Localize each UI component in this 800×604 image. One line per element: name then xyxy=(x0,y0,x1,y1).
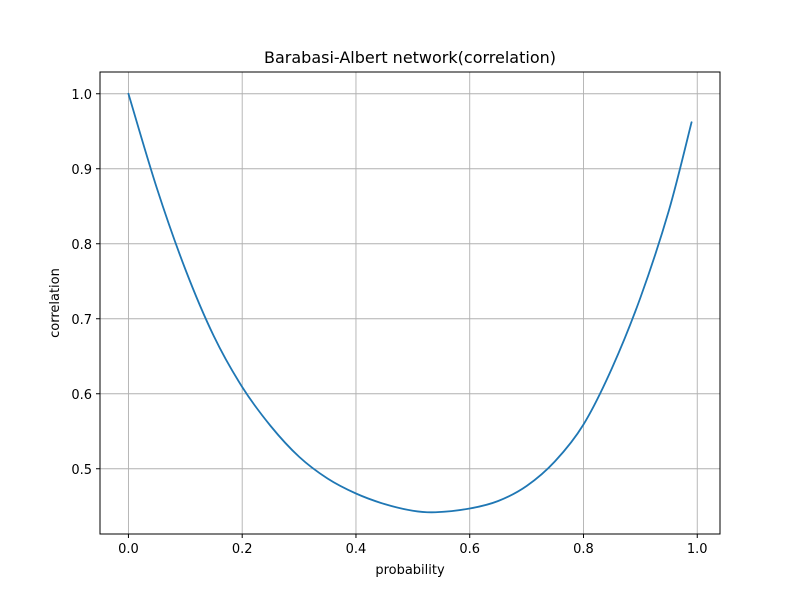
axes-frame xyxy=(99,71,721,535)
y-axis-label: correlation xyxy=(48,268,63,338)
x-tick-label: 0.8 xyxy=(573,542,594,557)
y-tick-label: 0.8 xyxy=(71,238,92,253)
x-tick-label: 1.0 xyxy=(687,542,708,557)
y-tick-label: 1.0 xyxy=(71,88,92,103)
x-tick-label: 0.0 xyxy=(118,542,139,557)
x-tick-label: 0.4 xyxy=(346,542,367,557)
x-axis-label: probability xyxy=(375,563,445,578)
grid-lines xyxy=(100,72,720,534)
x-tick-label: 0.2 xyxy=(232,542,253,557)
y-tick-label: 0.5 xyxy=(71,463,92,478)
series-layer xyxy=(127,92,693,514)
x-tick-label: 0.6 xyxy=(459,542,480,557)
y-tick-label: 0.6 xyxy=(71,388,92,403)
y-tick-label: 0.7 xyxy=(71,313,92,328)
tick-layer: 0.0 0.2 0.4 0.6 0.8 1.0 0.5 0.6 0.7 0.8 0.9 1.0 xyxy=(71,88,707,557)
series-line xyxy=(127,92,693,514)
y-tick-label: 0.9 xyxy=(71,163,92,178)
chart-title: Barabasi-Albert network(correlation) xyxy=(264,48,556,67)
